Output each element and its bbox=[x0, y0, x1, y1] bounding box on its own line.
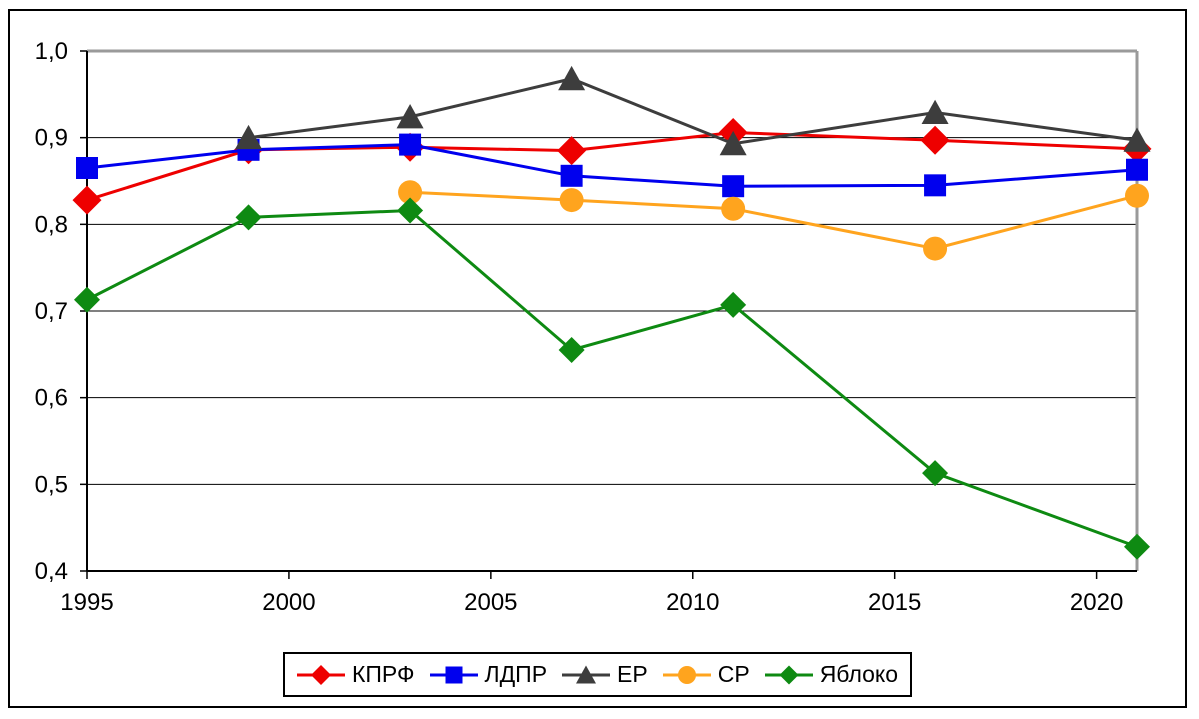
series-yabloko-marker bbox=[74, 286, 100, 313]
legend-label-er: ЕР bbox=[617, 661, 648, 687]
x-axis-label: 2000 bbox=[262, 589, 315, 616]
x-axis-label: 1995 bbox=[60, 589, 113, 616]
legend-label-kprf: КПРФ bbox=[352, 661, 415, 687]
series-yabloko-marker bbox=[922, 460, 949, 487]
series-yabloko-marker bbox=[720, 291, 747, 318]
series-yabloko-marker bbox=[397, 197, 424, 224]
legend-kprf-marker-icon bbox=[311, 664, 331, 685]
series-sr-marker bbox=[559, 188, 584, 213]
series-kprf-marker bbox=[920, 125, 950, 155]
legend-item-kprf: КПРФ bbox=[297, 661, 415, 688]
series-sr-marker bbox=[923, 236, 948, 261]
legend-key-sr bbox=[662, 665, 711, 684]
series-sr bbox=[398, 180, 1149, 261]
legend-key-er bbox=[562, 665, 611, 683]
legend-sr-marker-icon bbox=[677, 665, 696, 684]
x-axis-label: 2010 bbox=[666, 589, 719, 616]
series-er-marker bbox=[558, 65, 586, 91]
x-axis-label: 2020 bbox=[1070, 589, 1123, 616]
legend-item-sr: СР bbox=[662, 661, 750, 688]
series-ldpr-marker bbox=[76, 157, 98, 179]
legend-label-yabloko: Яблоко bbox=[819, 661, 899, 687]
series-yabloko-marker bbox=[235, 204, 262, 231]
legend-label-ldpr: ЛДПР bbox=[484, 661, 548, 687]
series-sr-marker bbox=[721, 196, 746, 221]
series-er-marker bbox=[921, 99, 949, 125]
legend-key-ldpr bbox=[429, 666, 478, 683]
series-er-marker bbox=[719, 130, 747, 156]
y-axis-label: 0,4 bbox=[35, 558, 68, 585]
series-kprf-marker bbox=[72, 185, 102, 215]
series-yabloko-marker bbox=[558, 337, 585, 363]
legend-item-yabloko: Яблоко bbox=[764, 661, 899, 688]
legend-er-marker-icon bbox=[576, 665, 597, 683]
legend-ldpr-marker-icon bbox=[445, 666, 462, 683]
series-kprf bbox=[72, 117, 1152, 215]
legend-item-er: ЕР bbox=[562, 661, 648, 688]
y-axis-label: 0,7 bbox=[35, 298, 68, 325]
legend-key-yabloko bbox=[764, 665, 813, 684]
series-ldpr-marker bbox=[560, 164, 583, 187]
series-ldpr-marker bbox=[1126, 158, 1148, 181]
series-sr-marker bbox=[1125, 183, 1149, 208]
series-ldpr bbox=[76, 133, 1148, 198]
series-kprf-marker bbox=[557, 136, 587, 166]
legend-item-ldpr: ЛДПР bbox=[429, 661, 548, 688]
series-er-marker bbox=[235, 124, 263, 150]
legend-key-kprf bbox=[297, 664, 345, 685]
series-er-marker bbox=[1123, 127, 1151, 152]
series-ldpr-marker bbox=[924, 174, 947, 197]
x-axis-label: 2005 bbox=[464, 589, 517, 616]
series-sr-line bbox=[410, 190, 1138, 251]
y-axis-label: 0,8 bbox=[35, 211, 68, 238]
legend-label-sr: СР bbox=[717, 661, 750, 687]
y-axis-label: 0,9 bbox=[35, 125, 68, 152]
series-er-line bbox=[248, 77, 1138, 146]
x-axis-label: 2015 bbox=[868, 589, 921, 616]
series-er-marker bbox=[396, 104, 424, 129]
series-ldpr-marker bbox=[722, 175, 745, 198]
series-yabloko-marker bbox=[1124, 533, 1150, 560]
legend-yabloko-marker-icon bbox=[779, 665, 799, 684]
legend: КПРФ ЛДПР ЕР СР Яблоко bbox=[283, 652, 913, 697]
y-axis-label: 0,6 bbox=[35, 385, 68, 412]
series-yabloko-line bbox=[86, 208, 1138, 549]
y-axis-label: 1,0 bbox=[35, 38, 68, 65]
series-sr-marker bbox=[398, 180, 423, 205]
series-yabloko bbox=[74, 197, 1150, 560]
series-ldpr-marker bbox=[399, 133, 422, 156]
y-axis-label: 0,5 bbox=[35, 471, 68, 498]
series-er bbox=[235, 65, 1151, 156]
